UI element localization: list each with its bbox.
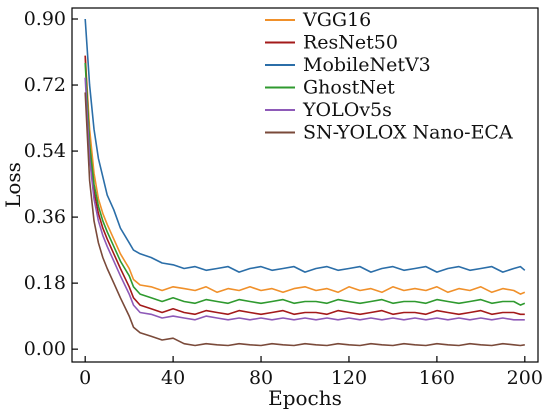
series-line-resnet50 [84, 55, 525, 316]
series-line-mobilenetv3 [84, 18, 526, 273]
x-tick-label: 80 [249, 367, 273, 389]
x-tick-label: 120 [331, 367, 367, 389]
y-tick-label: 0.18 [24, 272, 66, 294]
series-line-sn-yolox-nano-eca [84, 92, 525, 347]
legend-label-vgg16: VGG16 [302, 9, 371, 31]
legend-label-yolov5s: YOLOv5s [302, 99, 392, 121]
legend-label-sn-yolox-nano-eca: SN-YOLOX Nano-ECA [303, 122, 513, 144]
x-axis-label: Epochs [268, 386, 342, 410]
x-tick-label: 200 [507, 367, 543, 389]
y-tick-label: 0.00 [24, 338, 66, 360]
series-line-vgg16 [84, 55, 526, 295]
series-line-ghostnet [84, 62, 526, 306]
y-tick-label: 0.72 [24, 74, 66, 96]
y-tick-label: 0.36 [24, 206, 66, 228]
y-tick-label: 0.90 [24, 8, 66, 30]
x-tick-label: 160 [419, 367, 455, 389]
legend: VGG16ResNet50MobileNetV3GhostNetYOLOv5sS… [265, 9, 513, 144]
plot-frame [71, 7, 539, 363]
axes: 0 40 80 120 160 200 0.00 0.18 0.36 0.54 0.72 0.90 [24, 7, 543, 389]
y-tick-label: 0.54 [24, 140, 66, 162]
legend-label-resnet50: ResNet50 [303, 32, 398, 54]
y-axis-label: Loss [1, 162, 25, 208]
x-tick-label: 40 [161, 367, 185, 389]
legend-label-mobilenetv3: MobileNetV3 [303, 54, 431, 76]
series-line-yolov5s [84, 77, 525, 321]
legend-label-ghostnet: GhostNet [303, 77, 395, 99]
plot-lines [84, 18, 526, 347]
x-tick-label: 0 [79, 367, 91, 389]
